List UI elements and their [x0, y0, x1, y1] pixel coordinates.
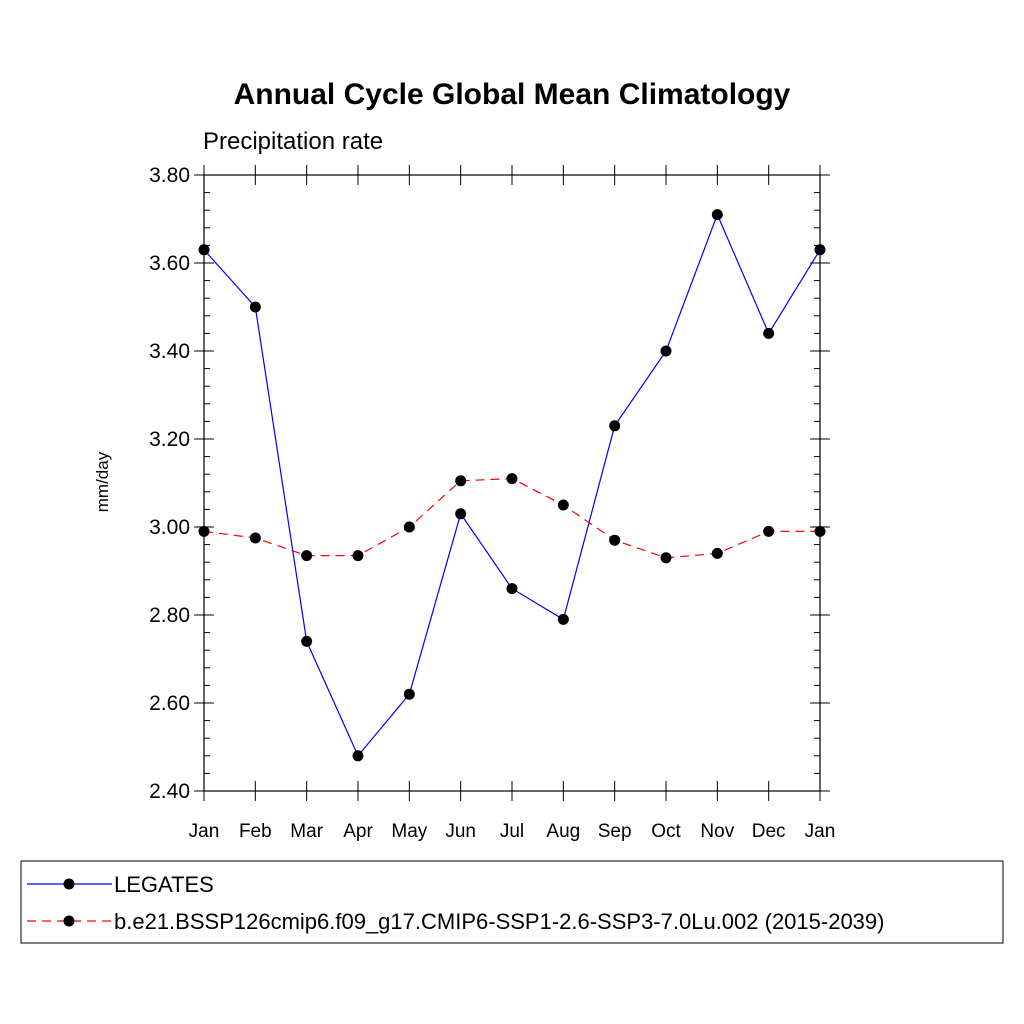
data-point	[609, 534, 621, 546]
chart-subtitle: Precipitation rate	[203, 128, 383, 155]
data-point	[249, 532, 261, 544]
legend-label: LEGATES	[114, 872, 214, 897]
x-tick-label: Sep	[598, 821, 632, 842]
series-line-legates	[203, 212, 821, 757]
data-point	[660, 345, 672, 357]
legend-box	[20, 860, 1004, 944]
x-tick-label: Jun	[445, 821, 476, 842]
y-tick-label: 2.40	[149, 780, 190, 803]
y-tick-label: 3.20	[149, 428, 190, 451]
legend-label: b.e21.BSSP126cmip6.f09_g17.CMIP6-SSP1-2.…	[114, 909, 884, 934]
series-layer	[198, 209, 826, 762]
x-tick-label: Dec	[752, 821, 786, 842]
data-point	[557, 499, 569, 511]
data-point	[711, 547, 723, 559]
x-tick-label: May	[391, 821, 427, 842]
data-point	[301, 550, 313, 562]
y-tick-labels: 2.40 2.60 2.80 3.00 3.20 3.40 3.60 3.80	[149, 164, 190, 803]
y-tick-label: 3.80	[149, 164, 190, 187]
data-point	[198, 244, 210, 256]
data-point	[403, 521, 415, 533]
data-point	[660, 552, 672, 564]
y-axis-label: mm/day	[93, 451, 112, 512]
data-point	[301, 635, 313, 647]
data-point	[763, 327, 775, 339]
data-point	[557, 613, 569, 625]
x-tick-labels: Jan Feb Mar Apr May Jun Jul Aug Sep Oct Nov Dec Jan	[189, 821, 836, 842]
data-point	[403, 688, 415, 700]
data-point	[352, 550, 364, 562]
x-tick-label: Jul	[500, 821, 524, 842]
data-point	[352, 750, 364, 762]
chart-title: Annual Cycle Global Mean Climatology	[234, 78, 791, 111]
legend: LEGATES b.e21.BSSP126cmip6.f09_g17.CMIP6-…	[27, 872, 884, 934]
data-point	[711, 209, 723, 221]
data-point	[814, 244, 826, 256]
x-tick-label: Jan	[189, 821, 220, 842]
x-tick-label: Apr	[343, 821, 373, 842]
data-point	[763, 525, 775, 537]
data-point	[455, 475, 467, 487]
series-line-cmip6	[203, 477, 820, 559]
x-tick-label: Aug	[546, 821, 580, 842]
data-point	[506, 473, 518, 485]
y-tick-label: 3.40	[149, 340, 190, 363]
y-tick-label: 3.60	[149, 252, 190, 275]
x-tick-label: Feb	[239, 821, 272, 842]
x-tick-label: Mar	[290, 821, 323, 842]
axis-ticks	[194, 165, 830, 801]
x-tick-label: Nov	[700, 821, 734, 842]
data-point	[249, 301, 261, 313]
data-point	[609, 420, 621, 432]
data-point	[455, 508, 467, 520]
data-point	[198, 525, 210, 537]
legend-marker	[63, 915, 75, 927]
y-tick-label: 3.00	[149, 516, 190, 539]
x-tick-label: Jan	[805, 821, 836, 842]
y-tick-label: 2.60	[149, 692, 190, 715]
x-tick-label: Oct	[651, 821, 681, 842]
legend-marker	[63, 878, 75, 890]
data-point	[506, 583, 518, 595]
data-point	[814, 525, 826, 537]
y-tick-label: 2.80	[149, 604, 190, 627]
